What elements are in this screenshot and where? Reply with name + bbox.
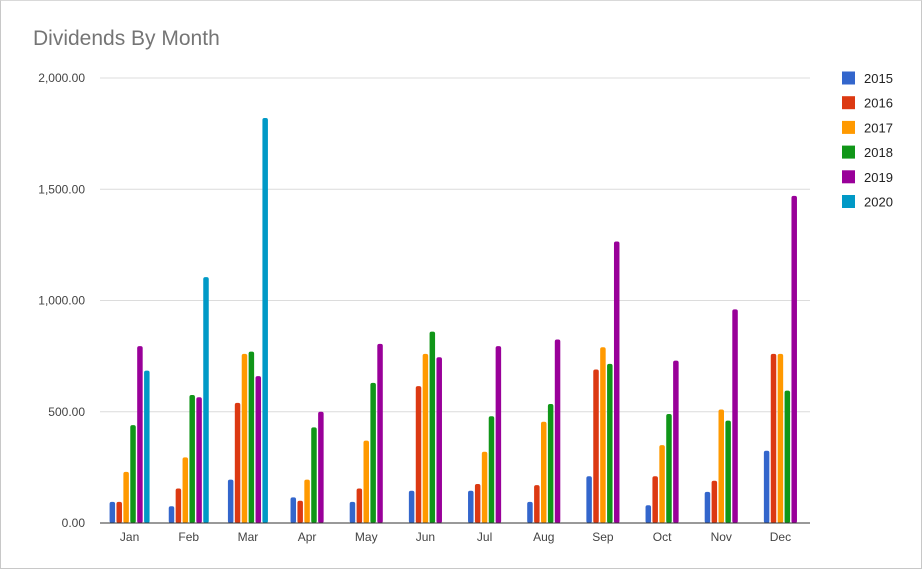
bar-nov-2015[interactable] <box>704 491 711 523</box>
bar-oct-2019[interactable] <box>673 360 679 523</box>
bar-may-2018[interactable] <box>370 382 376 523</box>
x-tick-label: Apr <box>298 530 317 544</box>
chart-title: Dividends By Month <box>33 27 220 50</box>
legend-label-2017: 2017 <box>864 120 893 135</box>
bar-mar-2020[interactable] <box>262 118 268 524</box>
bar-apr-2018[interactable] <box>311 427 317 523</box>
bar-mar-2015[interactable] <box>227 479 234 523</box>
bar-jan-2019[interactable] <box>137 346 143 523</box>
bar-apr-2017[interactable] <box>304 479 310 523</box>
bar-feb-2020[interactable] <box>203 277 209 523</box>
bar-feb-2017[interactable] <box>182 457 189 523</box>
bar-dec-2017[interactable] <box>777 353 784 523</box>
y-tick-label: 1,000.00 <box>38 294 85 308</box>
bar-feb-2018[interactable] <box>189 395 195 523</box>
y-tick-label: 0.00 <box>62 516 86 530</box>
bar-sep-2017[interactable] <box>600 347 606 523</box>
bar-jan-2017[interactable] <box>123 471 129 523</box>
bar-feb-2016[interactable] <box>175 488 182 523</box>
x-tick-label: Feb <box>178 530 199 544</box>
bar-jul-2018[interactable] <box>488 416 495 523</box>
x-tick-label: Jul <box>477 530 492 544</box>
x-tick-label: May <box>355 530 378 544</box>
bar-jan-2018[interactable] <box>130 425 136 523</box>
bar-may-2015[interactable] <box>349 501 356 523</box>
bar-apr-2019[interactable] <box>318 411 324 523</box>
bar-aug-2019[interactable] <box>554 339 561 523</box>
bar-jun-2018[interactable] <box>429 331 436 523</box>
bar-oct-2016[interactable] <box>652 476 658 523</box>
y-tick-label: 500.00 <box>48 405 85 419</box>
bar-dec-2018[interactable] <box>784 390 791 523</box>
bar-oct-2018[interactable] <box>666 413 672 523</box>
y-tick-label: 2,000.00 <box>38 71 85 85</box>
bar-mar-2017[interactable] <box>241 353 248 523</box>
x-tick-label: Sep <box>592 530 614 544</box>
legend-swatch-2018 <box>842 145 855 159</box>
bar-jun-2017[interactable] <box>422 353 429 523</box>
bar-nov-2018[interactable] <box>725 420 731 523</box>
bar-jan-2020[interactable] <box>144 370 150 523</box>
bar-sep-2018[interactable] <box>607 363 613 523</box>
bar-oct-2015[interactable] <box>645 505 652 523</box>
bar-mar-2016[interactable] <box>234 402 241 523</box>
x-tick-label: Aug <box>533 530 554 544</box>
legend-swatch-2019 <box>842 170 855 184</box>
bar-aug-2017[interactable] <box>541 421 547 523</box>
x-tick-label: Jun <box>416 530 435 544</box>
bar-jan-2015[interactable] <box>109 501 116 523</box>
bar-sep-2016[interactable] <box>593 369 599 523</box>
bar-feb-2015[interactable] <box>168 506 175 523</box>
bar-nov-2019[interactable] <box>732 309 738 523</box>
x-tick-label: Dec <box>770 530 791 544</box>
bar-apr-2016[interactable] <box>297 500 303 523</box>
legend-label-2015: 2015 <box>864 71 893 86</box>
bar-dec-2016[interactable] <box>770 353 777 523</box>
bar-may-2017[interactable] <box>363 440 370 523</box>
legend-swatch-2017 <box>842 120 855 134</box>
bar-apr-2015[interactable] <box>290 497 297 523</box>
bar-sep-2019[interactable] <box>613 241 620 524</box>
x-tick-label: Oct <box>653 530 672 544</box>
bar-dec-2019[interactable] <box>791 195 797 523</box>
bar-jul-2016[interactable] <box>474 484 481 523</box>
legend-swatch-2016 <box>842 96 855 110</box>
bar-nov-2016[interactable] <box>711 480 718 523</box>
bar-aug-2015[interactable] <box>527 501 533 523</box>
bar-mar-2019[interactable] <box>255 376 262 523</box>
x-tick-label: Nov <box>711 530 732 544</box>
legend-label-2018: 2018 <box>864 145 893 160</box>
legend-label-2020: 2020 <box>864 195 893 210</box>
x-tick-label: Mar <box>238 530 259 544</box>
bar-may-2016[interactable] <box>356 488 363 523</box>
y-tick-label: 1,500.00 <box>38 182 85 196</box>
bar-dec-2015[interactable] <box>763 450 770 523</box>
bar-may-2019[interactable] <box>377 343 383 523</box>
bar-oct-2017[interactable] <box>659 445 665 524</box>
bar-jul-2017[interactable] <box>481 451 488 523</box>
bar-jul-2015[interactable] <box>468 490 474 523</box>
legend-label-2016: 2016 <box>864 96 893 111</box>
bar-mar-2018[interactable] <box>248 351 255 523</box>
bar-jun-2019[interactable] <box>436 357 442 523</box>
bar-sep-2015[interactable] <box>586 476 592 523</box>
bar-jun-2016[interactable] <box>415 386 422 523</box>
bar-nov-2017[interactable] <box>718 409 725 523</box>
bar-jun-2015[interactable] <box>408 490 415 523</box>
bar-aug-2018[interactable] <box>547 403 554 523</box>
bar-aug-2016[interactable] <box>534 485 540 523</box>
x-tick-label: Jan <box>120 530 139 544</box>
bar-jan-2016[interactable] <box>116 501 122 523</box>
legend-label-2019: 2019 <box>864 170 893 185</box>
bar-feb-2019[interactable] <box>196 397 202 523</box>
legend-swatch-2020 <box>842 195 855 208</box>
legend-swatch-2015 <box>842 71 855 85</box>
bar-jul-2019[interactable] <box>495 346 502 523</box>
